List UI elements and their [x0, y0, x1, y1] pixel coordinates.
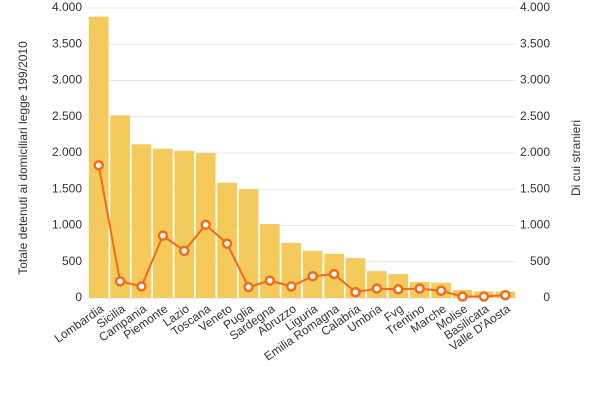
- y-tick-label: 1.500: [52, 181, 82, 195]
- marker: [243, 281, 254, 293]
- bar: [260, 224, 280, 298]
- y2-tick-label: 1.500: [520, 181, 550, 195]
- marker: [457, 291, 468, 302]
- y-tick-label: 1.000: [52, 218, 82, 232]
- marker: [371, 283, 383, 294]
- y-tick-label: 3.500: [52, 36, 82, 50]
- y2-tick-label: 3.500: [520, 36, 550, 50]
- marker: [286, 281, 297, 292]
- y-tick-label: 0: [75, 290, 82, 304]
- y-tick-label: 4.000: [52, 0, 82, 14]
- bar: [131, 144, 152, 298]
- y2-tick-label: 0: [543, 290, 550, 304]
- bar: [110, 115, 130, 298]
- y2-tick-label: 1.000: [520, 218, 550, 232]
- marker: [478, 291, 490, 302]
- marker: [414, 283, 425, 294]
- y-tick-label: 3.000: [52, 73, 82, 87]
- marker: [307, 271, 318, 282]
- marker: [200, 219, 211, 231]
- bar: [238, 189, 259, 298]
- marker: [328, 268, 340, 280]
- marker: [264, 275, 276, 286]
- marker: [350, 286, 361, 298]
- y2-tick-label: 500: [530, 254, 550, 268]
- bar: [153, 148, 173, 298]
- marker: [93, 160, 104, 171]
- bar: [88, 16, 109, 298]
- y-tick-label: 2.500: [52, 109, 82, 123]
- marker: [500, 289, 511, 301]
- marker: [435, 285, 447, 296]
- marker: [114, 276, 126, 287]
- y-tick-label: 500: [62, 254, 82, 268]
- y2-tick-label: 3.000: [520, 73, 550, 87]
- y2-axis-title: Di cui stranieri: [569, 120, 583, 196]
- y2-tick-label: 2.500: [520, 109, 550, 123]
- bar: [174, 150, 195, 298]
- marker: [221, 238, 233, 249]
- y-axis-title: Totale detenuti ai domiciliari legge 199…: [16, 41, 30, 275]
- marker: [393, 284, 404, 295]
- marker: [157, 230, 169, 241]
- marker: [136, 281, 147, 292]
- y-tick-label: 2.000: [52, 145, 82, 159]
- marker: [179, 245, 190, 257]
- y2-tick-label: 4.000: [520, 0, 550, 14]
- y2-tick-label: 2.000: [520, 145, 550, 159]
